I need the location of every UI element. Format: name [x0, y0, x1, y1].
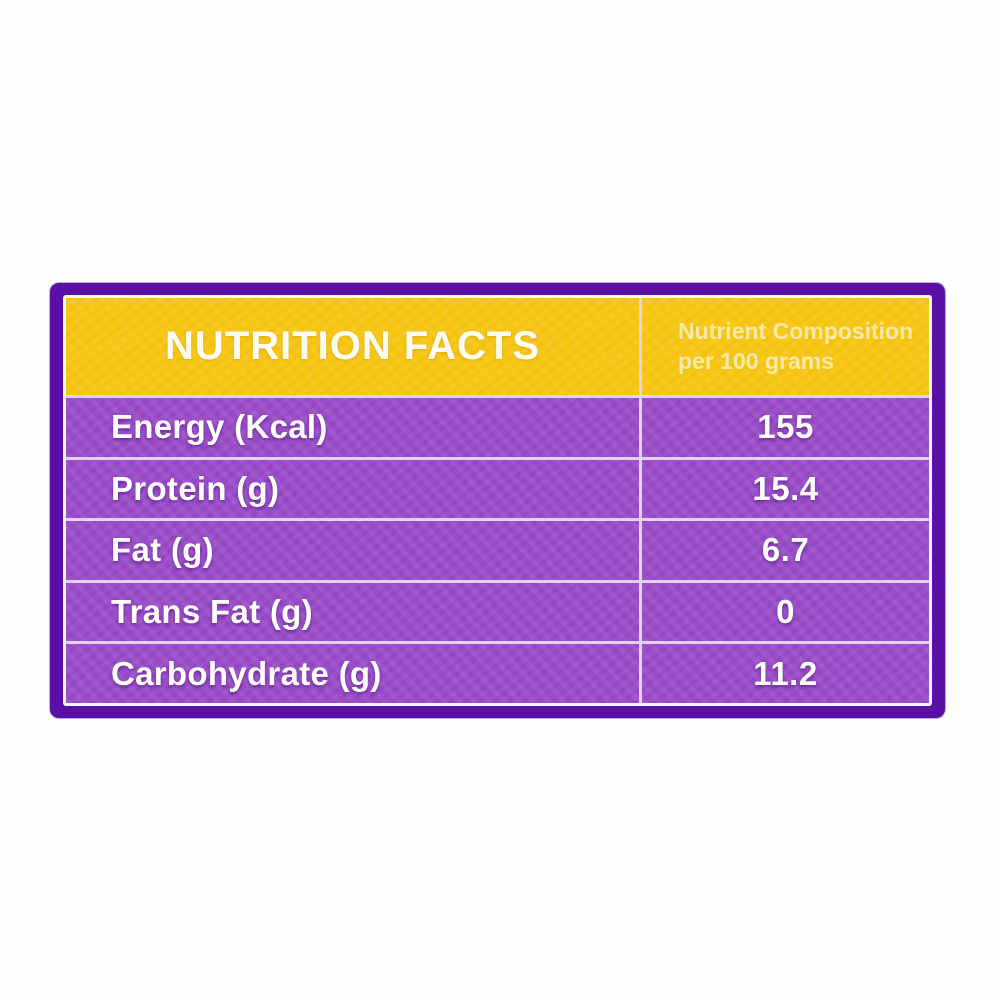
- row-value-protein: 15.4: [752, 469, 819, 507]
- table-row-transfat-label-cell: Trans Fat (g): [66, 582, 640, 642]
- nutrition-table: NUTRITION FACTS Nutrient Composition per…: [63, 295, 932, 706]
- row-value-fat: 6.7: [761, 531, 810, 569]
- table-subtitle-line1: Nutrient Composition: [678, 317, 914, 344]
- table-row-carbohydrate-value-cell: 11.2: [642, 644, 929, 703]
- table-subtitle-line2: per 100 grams: [678, 347, 835, 374]
- row-value-energy: 155: [757, 408, 814, 446]
- row-label-fat: Fat (g): [111, 531, 214, 569]
- table-row-protein-label-cell: Protein (g): [66, 459, 640, 519]
- table-subtitle: Nutrient Composition per 100 grams: [678, 317, 913, 377]
- table-row-carbohydrate-label-cell: Carbohydrate (g): [66, 644, 640, 703]
- table-title: NUTRITION FACTS: [165, 324, 540, 368]
- row-label-transfat: Trans Fat (g): [111, 593, 313, 631]
- table-row-fat-value-cell: 6.7: [642, 521, 929, 580]
- table-header-title-cell: NUTRITION FACTS: [66, 298, 640, 395]
- table-row-transfat-value-cell: 0: [642, 582, 929, 642]
- row-value-carbohydrate: 11.2: [753, 654, 818, 692]
- table-row-energy-value-cell: 155: [642, 398, 929, 457]
- table-row-fat-label-cell: Fat (g): [66, 521, 640, 580]
- table-row-protein-value-cell: 15.4: [642, 459, 929, 519]
- row-label-carbohydrate: Carbohydrate (g): [111, 654, 382, 692]
- table-row-energy-label-cell: Energy (Kcal): [66, 398, 640, 457]
- table-header-units-cell: Nutrient Composition per 100 grams: [642, 298, 929, 395]
- row-label-protein: Protein (g): [111, 469, 280, 507]
- nutrition-facts-panel: NUTRITION FACTS Nutrient Composition per…: [50, 283, 945, 718]
- row-label-energy: Energy (Kcal): [111, 408, 328, 446]
- row-value-transfat: 0: [776, 593, 795, 631]
